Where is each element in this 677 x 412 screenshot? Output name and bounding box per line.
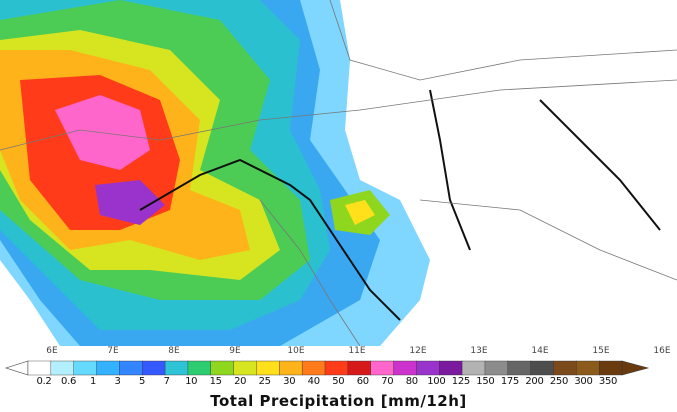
legend-tick-label: 300 xyxy=(574,376,593,387)
legend-tick-label: 60 xyxy=(356,376,369,387)
legend-swatch xyxy=(210,360,235,376)
longitude-label: 12E xyxy=(409,346,427,356)
legend-tick-label: 20 xyxy=(234,376,247,387)
legend-tick-label: 125 xyxy=(451,376,470,387)
legend-tick-label: 150 xyxy=(476,376,495,387)
legend-swatch xyxy=(530,360,554,376)
legend-tick-label: 7 xyxy=(163,376,170,387)
coastlines xyxy=(139,89,661,321)
legend-tick-label: 250 xyxy=(549,376,569,387)
longitude-label: 13E xyxy=(470,346,488,356)
longitude-labels: 6E 7E 8E 9E 10E 11E 12E 13E 14E 15E 16E xyxy=(0,346,677,360)
legend-tick-labels: 0.2 0.6 1 3 5 7 10 15 20 25 30 40 50 60 70 80 100 125 150 1… xyxy=(0,376,677,390)
legend-tick-label: 0.2 xyxy=(36,376,52,387)
legend-tick-label: 25 xyxy=(258,376,271,387)
legend-tick-label: 80 xyxy=(405,376,418,387)
longitude-label: 6E xyxy=(46,346,58,356)
legend-tick-label: 0.6 xyxy=(61,376,77,387)
legend-swatch xyxy=(416,360,440,376)
legend-swatch xyxy=(164,360,189,376)
legend-tick-label: 3 xyxy=(114,376,121,387)
legend-swatch xyxy=(187,360,212,376)
longitude-label: 15E xyxy=(592,346,610,356)
longitude-label: 14E xyxy=(531,346,549,356)
legend-title: Total Precipitation [mm/12h] xyxy=(210,392,467,410)
precipitation-map xyxy=(0,0,677,346)
legend-swatch xyxy=(96,360,120,376)
legend-swatch xyxy=(50,360,75,376)
legend-swatch xyxy=(256,360,280,376)
legend-tick-label: 200 xyxy=(525,376,544,387)
legend-swatch xyxy=(553,360,577,376)
legend-min-arrow xyxy=(5,360,29,376)
legend-tick-label: 10 xyxy=(185,376,198,387)
legend-tick-label: 5 xyxy=(139,376,146,387)
legend-tick-label: 70 xyxy=(381,376,394,387)
legend-swatch xyxy=(119,360,143,376)
legend-tick-label: 350 xyxy=(598,376,618,387)
legend-swatch xyxy=(324,360,349,376)
legend-swatch xyxy=(233,360,257,376)
precip-field xyxy=(0,0,430,346)
legend-tick-label: 30 xyxy=(283,376,296,387)
color-legend-bar xyxy=(5,360,650,376)
legend-swatch xyxy=(484,360,509,376)
legend-tick-label: 40 xyxy=(307,376,320,387)
borders xyxy=(0,0,677,346)
legend-swatch xyxy=(393,360,417,376)
legend-swatch xyxy=(507,360,532,376)
longitude-label: 7E xyxy=(107,346,119,356)
legend-swatch xyxy=(576,360,600,376)
legend-swatch xyxy=(73,360,98,376)
legend-max-arrow xyxy=(621,360,650,376)
longitude-label: 9E xyxy=(229,346,241,356)
legend-swatch xyxy=(142,360,166,376)
legend-swatch xyxy=(370,360,395,376)
longitude-label: 16E xyxy=(653,346,671,356)
legend-tick-label: 15 xyxy=(209,376,222,387)
legend-swatch xyxy=(347,360,372,376)
legend-swatch xyxy=(598,360,623,376)
legend-swatch xyxy=(439,360,463,376)
legend-tick-label: 1 xyxy=(90,376,97,387)
longitude-label: 10E xyxy=(287,346,305,356)
legend-tick-label: 175 xyxy=(500,376,519,387)
longitude-label: 8E xyxy=(168,346,180,356)
legend-swatch xyxy=(301,360,326,376)
legend-tick-label: 100 xyxy=(427,376,446,387)
legend-swatch xyxy=(461,360,486,376)
legend-swatch xyxy=(279,360,303,376)
legend-swatch xyxy=(27,360,52,376)
longitude-label: 11E xyxy=(348,346,366,356)
legend-tick-label: 50 xyxy=(332,376,345,387)
